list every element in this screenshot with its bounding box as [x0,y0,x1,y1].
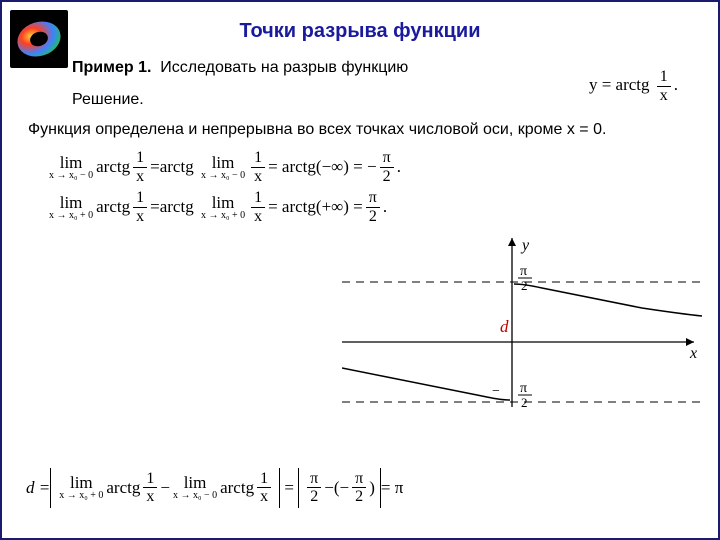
neg: − [340,478,350,498]
decorative-thumbnail [10,10,68,68]
tail2: = arctg(+∞) = [268,197,363,217]
arctg4: arctg [160,197,194,217]
slide-title: Точки разрыва функции [22,20,698,43]
arctg: arctg [96,157,130,177]
svg-text:π: π [520,264,527,279]
example-text: Исследовать на разрыв функцию [160,59,408,76]
dd2: x [257,488,271,506]
x-axis-label: x [689,345,697,362]
a: arctg [106,478,140,498]
eqpi: = π [381,478,403,498]
limit-expression-minus: lim x → x₀ − 0 arctg 1x = arctg lim x → … [46,149,698,185]
lim-d2: lim x → x₀ − 0 [173,474,217,501]
t2: 2 [352,488,366,506]
lim-symbol-3: lim x → x₀ + 0 [49,194,93,221]
two2: 2 [366,208,380,226]
svg-text:−: − [492,384,500,399]
lw2: lim [184,474,207,491]
lim-word-3: lim [60,194,83,211]
frac-num: 1 [657,68,671,87]
ls: x → x₀ + 0 [59,491,103,501]
two: 2 [380,168,394,186]
nn: 1 [143,470,157,489]
p: π [307,470,321,489]
d: x [133,168,147,186]
abs-inner: π2 − ( − π2 ) [298,468,381,508]
jump-formula: d = lim x → x₀ + 0 arctg 1x − lim x → x₀… [26,468,403,508]
d4: x [251,208,265,226]
lim-sub: x → x₀ − 0 [49,171,93,181]
lim-symbol: lim x → x₀ − 0 [49,154,93,181]
minus: − [160,478,170,498]
lw: lim [70,474,93,491]
function-graph: d y x π 2 − π 2 [342,232,702,407]
d-eq: d = [26,478,50,498]
t: 2 [307,488,321,506]
svg-text:2: 2 [521,278,528,293]
dd: x [143,488,157,506]
d2: x [251,168,265,186]
lim-sub-4: x → x₀ + 0 [201,211,245,221]
lim-sub-2: x → x₀ − 0 [201,171,245,181]
n3: 1 [133,189,147,208]
lim-word-4: lim [212,194,235,211]
lim-symbol-4: lim x → x₀ + 0 [201,194,245,221]
d-label: d [500,317,509,336]
pi: π [380,149,394,168]
tail1: = arctg(−∞) = − [268,157,377,177]
d3: x [133,208,147,226]
lim-word-2: lim [212,154,235,171]
n4: 1 [251,189,265,208]
arctg2: arctg [160,157,194,177]
body-line: Функция определена и непрерывна во всех … [28,121,698,139]
lim-word: lim [60,154,83,171]
svg-text:2: 2 [521,395,528,407]
lim-d1: lim x → x₀ + 0 [59,474,103,501]
limit-expression-plus: lim x → x₀ + 0 arctg 1x = arctg lim x → … [46,189,698,225]
nn2: 1 [257,470,271,489]
svg-text:π: π [520,381,527,396]
fn-left: y = arctg [589,75,650,94]
example-label: Пример 1. [72,59,151,76]
y-axis-label: y [520,237,530,254]
pc: ) [369,478,375,498]
lim-symbol-2: lim x → x₀ − 0 [201,154,245,181]
arctg3: arctg [96,197,130,217]
n: 1 [133,149,147,168]
n2: 1 [251,149,265,168]
lim-sub-3: x → x₀ + 0 [49,211,93,221]
ls2: x → x₀ − 0 [173,491,217,501]
p2: π [352,470,366,489]
a2: arctg [220,478,254,498]
pi2: π [366,189,380,208]
example-function: y = arctg 1 x . [589,68,678,104]
frac-den: x [657,87,671,105]
abs-outer: lim x → x₀ + 0 arctg 1x − lim x → x₀ − 0… [50,468,280,508]
frac-1-over-x: 1 x [657,68,671,104]
m2: − [324,478,334,498]
body-text: Функция определена и непрерывна во всех … [28,121,606,138]
